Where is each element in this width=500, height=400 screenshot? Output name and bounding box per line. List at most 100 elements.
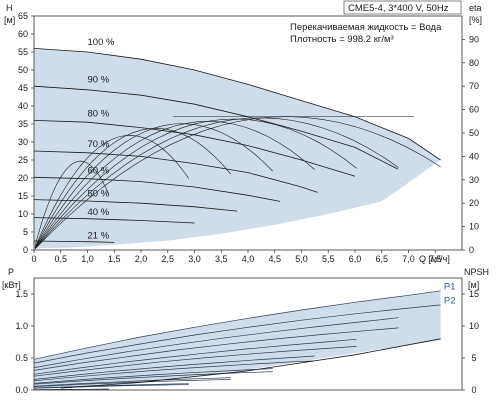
p2-curve-70	[33, 360, 315, 382]
y-tick-label: 20	[18, 173, 28, 183]
eta-curve-90	[34, 117, 399, 249]
p2-curve-40	[33, 384, 189, 389]
head-curve-100	[33, 48, 441, 161]
eta-curve-70	[34, 120, 315, 249]
eta-tick-label: 50	[469, 128, 479, 138]
head-chart: 0 0,5 1,0 1,5 2,0 2,5 3,0 3,5 4,0 4,5 5,0 5,5 6,0 6,5…	[4, 0, 482, 264]
model-box	[343, 0, 462, 15]
x-tick-label: 2,5	[161, 254, 174, 264]
speed-labels: 100 % 90 % 80 % 70 % 60 % 50 % 40 % 21 %	[88, 37, 115, 242]
y-tick-label: 45	[18, 83, 28, 93]
x-tick-label: 7,0	[402, 254, 415, 264]
head-curve-21	[33, 240, 115, 243]
speed-label: 40 %	[88, 207, 110, 218]
speed-label: 60 %	[88, 165, 110, 176]
y-tick-label: 15	[18, 191, 28, 201]
eta-tick-label: 10	[469, 222, 479, 232]
y-tick-label: 5	[23, 227, 28, 237]
x-tick-label: 3,5	[215, 254, 228, 264]
power-tick-label: 0.0	[15, 385, 28, 395]
y-axis-label: H	[6, 3, 13, 13]
power-tick-label: 1.0	[15, 321, 28, 331]
y-tick-label: 65	[18, 11, 28, 21]
power-axis-ticks: 0.0 0.5 1.0 1.5	[15, 289, 34, 395]
npsh-tick-label: 15	[469, 289, 479, 299]
power-tick-label: 1.5	[15, 289, 28, 299]
x-tick-label: 5,0	[295, 254, 308, 264]
x-tick-label: 4,5	[268, 254, 281, 264]
x-tick-label: 4,0	[242, 254, 255, 264]
power-axis-unit: [кВт]	[2, 280, 21, 290]
y-tick-label: 30	[18, 137, 28, 147]
head-curve-80	[33, 120, 356, 177]
npsh-tick-label: 5	[471, 353, 476, 363]
x-axis-ticks: 0 0,5 1,0 1,5 2,0 2,5 3,0 3,5 4,0 4,5 5,0 5,5 6,0 6,5…	[31, 250, 442, 264]
x-tick-label: 7,5	[429, 254, 442, 264]
p2-curve-100	[33, 304, 441, 364]
power-axis-label: P	[8, 267, 14, 277]
x-tick-label: 3,0	[188, 254, 201, 264]
x-tick-label: 0,5	[54, 254, 67, 264]
p2-curve-60	[33, 371, 273, 385]
power-range-area	[34, 290, 441, 389]
x-tick-label: 5,5	[322, 254, 335, 264]
eta-curve-80	[34, 118, 357, 249]
x-tick-label: 6,0	[349, 254, 362, 264]
speed-label: 100 %	[88, 37, 115, 48]
x-tick-label: 0	[31, 254, 36, 264]
p1-curve-100	[33, 290, 441, 360]
speed-label: 21 %	[88, 231, 110, 242]
operating-range-area	[34, 48, 441, 249]
eta-tick-label: 40	[469, 151, 479, 161]
eta-axis-unit: [%]	[469, 15, 482, 25]
npsh-tick-label: 0	[471, 385, 476, 395]
y-tick-label: 10	[18, 209, 28, 219]
eta-curve-100	[34, 116, 441, 250]
eta-tick-label: 20	[469, 198, 479, 208]
p1-curve-60	[33, 368, 273, 384]
y-tick-label: 0	[23, 245, 28, 255]
head-curve-70	[33, 150, 318, 193]
eta-tick-label: 0	[469, 245, 474, 255]
speed-label: 80 %	[88, 109, 110, 120]
x-axis-label: Q [м³/ч]	[419, 254, 450, 264]
y-axis-unit: [м]	[4, 15, 15, 25]
head-curve-40	[33, 217, 195, 224]
npsh-axis-label: NPSH	[464, 267, 489, 277]
head-curves	[33, 48, 441, 243]
p1-curve-70	[33, 355, 315, 380]
y-axis-ticks: 0 5 10 15 20 25 30 35 40 45 50 55 60 65	[18, 11, 34, 255]
power-series-label: P1	[444, 282, 456, 293]
p1-curve-90	[33, 317, 399, 368]
x-tick-label: 2,0	[135, 254, 148, 264]
p1-curve-50	[33, 377, 231, 387]
y-tick-label: 60	[18, 29, 28, 39]
p2-curve-90	[33, 327, 399, 371]
eta-curve-21	[34, 160, 110, 246]
eta-tick-label: 70	[469, 81, 479, 91]
speed-label: 90 %	[88, 74, 110, 85]
p1-curve-80	[33, 338, 357, 375]
x-tick-label: 1,0	[81, 254, 94, 264]
y-tick-label: 40	[18, 101, 28, 111]
model-title: CME5-4, 3*400 V, 50Hz	[348, 3, 449, 14]
power-series-label: P2	[444, 296, 456, 307]
x-tick-label: 1,5	[108, 254, 121, 264]
y-tick-label: 50	[18, 65, 28, 75]
npsh-axis-unit: [м]	[468, 280, 479, 290]
eta-axis-ticks: 0 10 20 30 40 50 60 70 80 90	[462, 34, 479, 255]
eta-tick-label: 80	[469, 58, 479, 68]
y-tick-label: 35	[18, 119, 28, 129]
power-curves	[33, 290, 441, 391]
y-tick-label: 25	[18, 155, 28, 165]
eta-tick-label: 60	[469, 105, 479, 115]
eta-curve-40	[34, 135, 189, 248]
p2-curve-80	[33, 346, 357, 377]
eta-axis-label: eta	[469, 3, 482, 13]
speed-label: 70 %	[88, 139, 110, 150]
density-text: Плотность = 998.2 кг/м³	[290, 34, 394, 45]
operating-range-fill	[34, 48, 441, 249]
